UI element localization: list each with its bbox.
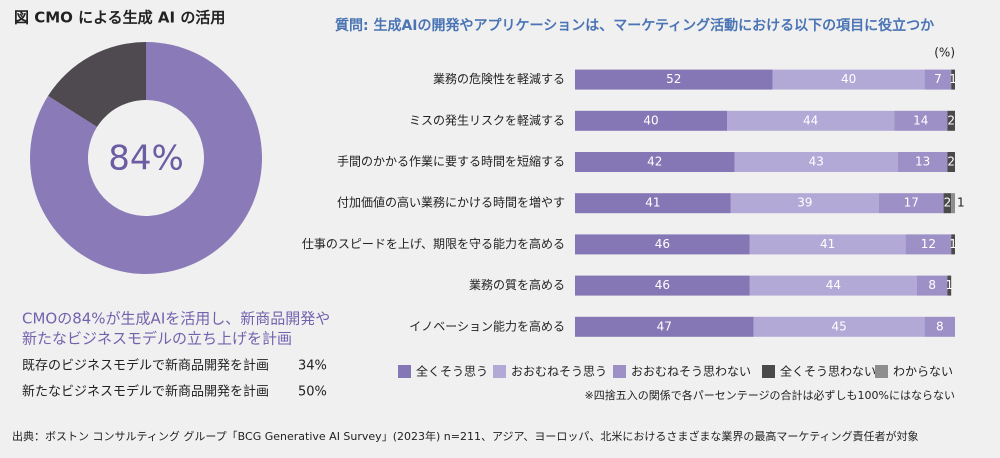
- note: ※四捨五入の関係で各パーセンテージの合計は必ずしも100%にはならない: [585, 388, 955, 402]
- bar-segment: [727, 110, 895, 131]
- legend-swatch: [613, 365, 626, 378]
- data-label: 40: [841, 72, 856, 86]
- data-label: 7: [934, 72, 942, 86]
- bar-segment: [905, 234, 952, 255]
- legend-label: おおむねそう思う: [511, 365, 607, 379]
- donut-center-label: 84%: [108, 139, 184, 179]
- bar-segment: [951, 69, 955, 90]
- data-label: 39: [797, 196, 812, 210]
- data-label: 12: [921, 237, 936, 251]
- bar-segment: [575, 316, 754, 337]
- stat-label: 既存のビジネスモデルで新商品開発を計画: [22, 358, 269, 374]
- legend-swatch: [493, 365, 506, 378]
- bar-segment: [772, 69, 925, 90]
- data-label: 8: [936, 319, 944, 333]
- category-label: ミスの発生リスクを軽減する: [409, 112, 565, 127]
- summary-line: CMOの84%が生成AIを活用し、新商品開発や: [22, 310, 330, 328]
- legend-swatch: [398, 365, 411, 378]
- legend-label: わからない: [893, 365, 953, 379]
- category-label: 業務の危険性を軽減する: [433, 71, 565, 86]
- bar-segment: [943, 193, 952, 214]
- legend-swatch: [762, 365, 775, 378]
- bar-segment: [898, 152, 948, 172]
- donut-segment: [48, 42, 146, 127]
- data-label: 1: [949, 72, 957, 86]
- data-label: 1: [949, 237, 957, 251]
- legend-label: 全くそう思う: [416, 364, 488, 379]
- stat-label: 新たなビジネスモデルで新商品開発を計画: [22, 384, 269, 400]
- legend-swatch: [875, 365, 888, 378]
- data-label: 45: [831, 319, 846, 333]
- stat-value: 50%: [298, 385, 327, 400]
- data-label: 13: [915, 155, 930, 169]
- data-label: 2: [947, 113, 955, 127]
- category-label: 業務の質を高める: [469, 277, 565, 292]
- bar-segment: [575, 69, 773, 90]
- bar-segment: [734, 152, 898, 172]
- page-title: 図 CMO による生成 AI の活用: [14, 9, 225, 27]
- data-label: 2: [944, 196, 952, 210]
- bar-segment: [917, 275, 948, 296]
- data-label: 41: [820, 237, 835, 251]
- data-label: 46: [655, 237, 670, 251]
- data-label: 41: [645, 196, 660, 210]
- bar-segment: [575, 193, 731, 214]
- data-label: 1: [945, 278, 953, 292]
- data-label: 40: [643, 113, 658, 127]
- bar-segment: [753, 316, 925, 337]
- data-label: 2: [947, 155, 955, 169]
- category-label: 仕事のスピードを上げ、期限を守る能力を高める: [302, 236, 565, 251]
- data-label: 44: [826, 278, 841, 292]
- bar-segment: [947, 275, 952, 296]
- bar-segment: [575, 275, 750, 296]
- data-label: 14: [913, 113, 928, 127]
- bar-segment: [879, 193, 944, 214]
- question: 質問: 生成AIの開発やアプリケーションは、マーケティング活動における以下の項目…: [335, 17, 934, 34]
- category-label: 手間のかかる作業に要する時間を短縮する: [337, 154, 565, 169]
- stat-value: 34%: [298, 359, 327, 374]
- data-label: 8: [928, 278, 936, 292]
- bar-segment: [749, 234, 906, 255]
- data-label: 46: [655, 278, 670, 292]
- bar-segment: [924, 69, 952, 90]
- data-label: 1: [957, 196, 965, 210]
- bar-segment: [951, 193, 955, 214]
- source: 出典：ボストン コンサルティング グループ「BCG Generative AI …: [12, 429, 919, 443]
- data-label: 17: [904, 196, 919, 210]
- bar-segment: [730, 193, 879, 214]
- bar-segment: [749, 275, 917, 296]
- bar-segment: [951, 234, 955, 255]
- legend-label: 全くそう思わない: [780, 364, 876, 379]
- unit: (%): [934, 46, 955, 60]
- legend-label: おおむねそう思わない: [631, 365, 751, 379]
- bar-segment: [924, 316, 955, 337]
- data-label: 42: [647, 155, 662, 169]
- bar-segment: [947, 110, 955, 131]
- bar-segment: [947, 152, 955, 172]
- data-label: 47: [657, 319, 672, 333]
- data-label: 52: [666, 72, 681, 86]
- bar-segment: [894, 110, 948, 131]
- data-label: 43: [809, 155, 824, 169]
- bar-segment: [575, 110, 727, 131]
- category-label: イノベーション能力を高める: [409, 318, 565, 333]
- bar-segment: [575, 234, 750, 255]
- summary-line: 新たなビジネスモデルの立ち上げを計画: [22, 330, 292, 348]
- donut-segment: [30, 42, 263, 274]
- category-label: 付加価値の高い業務にかける時間を増やす: [337, 195, 565, 210]
- data-label: 44: [803, 113, 818, 127]
- bar-segment: [575, 152, 735, 172]
